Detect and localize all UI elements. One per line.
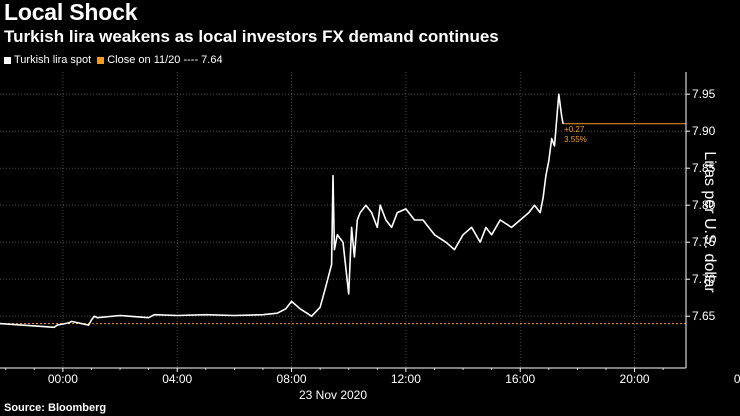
chart-subtitle: Turkish lira weakens as local investors … bbox=[4, 27, 499, 46]
series-layer bbox=[0, 93, 564, 329]
source-note: Source: Bloomberg bbox=[4, 402, 107, 414]
y-tick-label: 7.70 bbox=[692, 272, 716, 286]
x-tick-label: 00:00 bbox=[734, 372, 740, 386]
legend-swatch-close bbox=[97, 56, 105, 64]
axis-layer: 7.65 7.70 7.75 7.80 7.85 7.90 7.95 00:00 04:00 08… bbox=[0, 72, 740, 386]
x-tick-label: 16:00 bbox=[505, 372, 535, 386]
series-line-turkish-lira-spot bbox=[0, 93, 564, 329]
legend-label-spot: Turkish lira spot bbox=[14, 54, 92, 66]
grid-layer bbox=[0, 72, 686, 368]
chart-title: Local Shock bbox=[4, 0, 138, 25]
change-pct-label: 3.55% bbox=[564, 135, 587, 144]
y-tick-label: 7.80 bbox=[692, 198, 716, 212]
x-tick-label: 12:00 bbox=[391, 372, 421, 386]
reference-lines: +0.273.55% bbox=[0, 123, 686, 325]
y-axis-label: Liras per U.S. dollar bbox=[701, 151, 718, 293]
legend-item-spot: Turkish lira spot bbox=[4, 54, 91, 66]
legend-item-close: Close on 11/20 ---- 7.64 bbox=[97, 54, 223, 66]
change-label: +0.27 bbox=[564, 125, 585, 134]
y-tick-label: 7.95 bbox=[692, 87, 716, 101]
legend-label-close: Close on 11/20 ---- 7.64 bbox=[107, 54, 223, 66]
y-tick-label: 7.75 bbox=[692, 235, 716, 249]
x-tick-label: 08:00 bbox=[277, 372, 307, 386]
x-tick-label: 00:00 bbox=[48, 372, 78, 386]
x-tick-label: 20:00 bbox=[620, 372, 650, 386]
y-tick-label: 7.90 bbox=[692, 124, 716, 138]
legend-swatch-spot bbox=[4, 56, 11, 64]
x-tick-label: 04:00 bbox=[162, 372, 192, 386]
y-tick-label: 7.65 bbox=[692, 309, 716, 323]
y-tick-label: 7.85 bbox=[692, 161, 716, 175]
x-axis-date-label: 23 Nov 2020 bbox=[299, 388, 367, 402]
legend: Turkish lira spot Close on 11/20 ---- 7.… bbox=[4, 54, 229, 66]
